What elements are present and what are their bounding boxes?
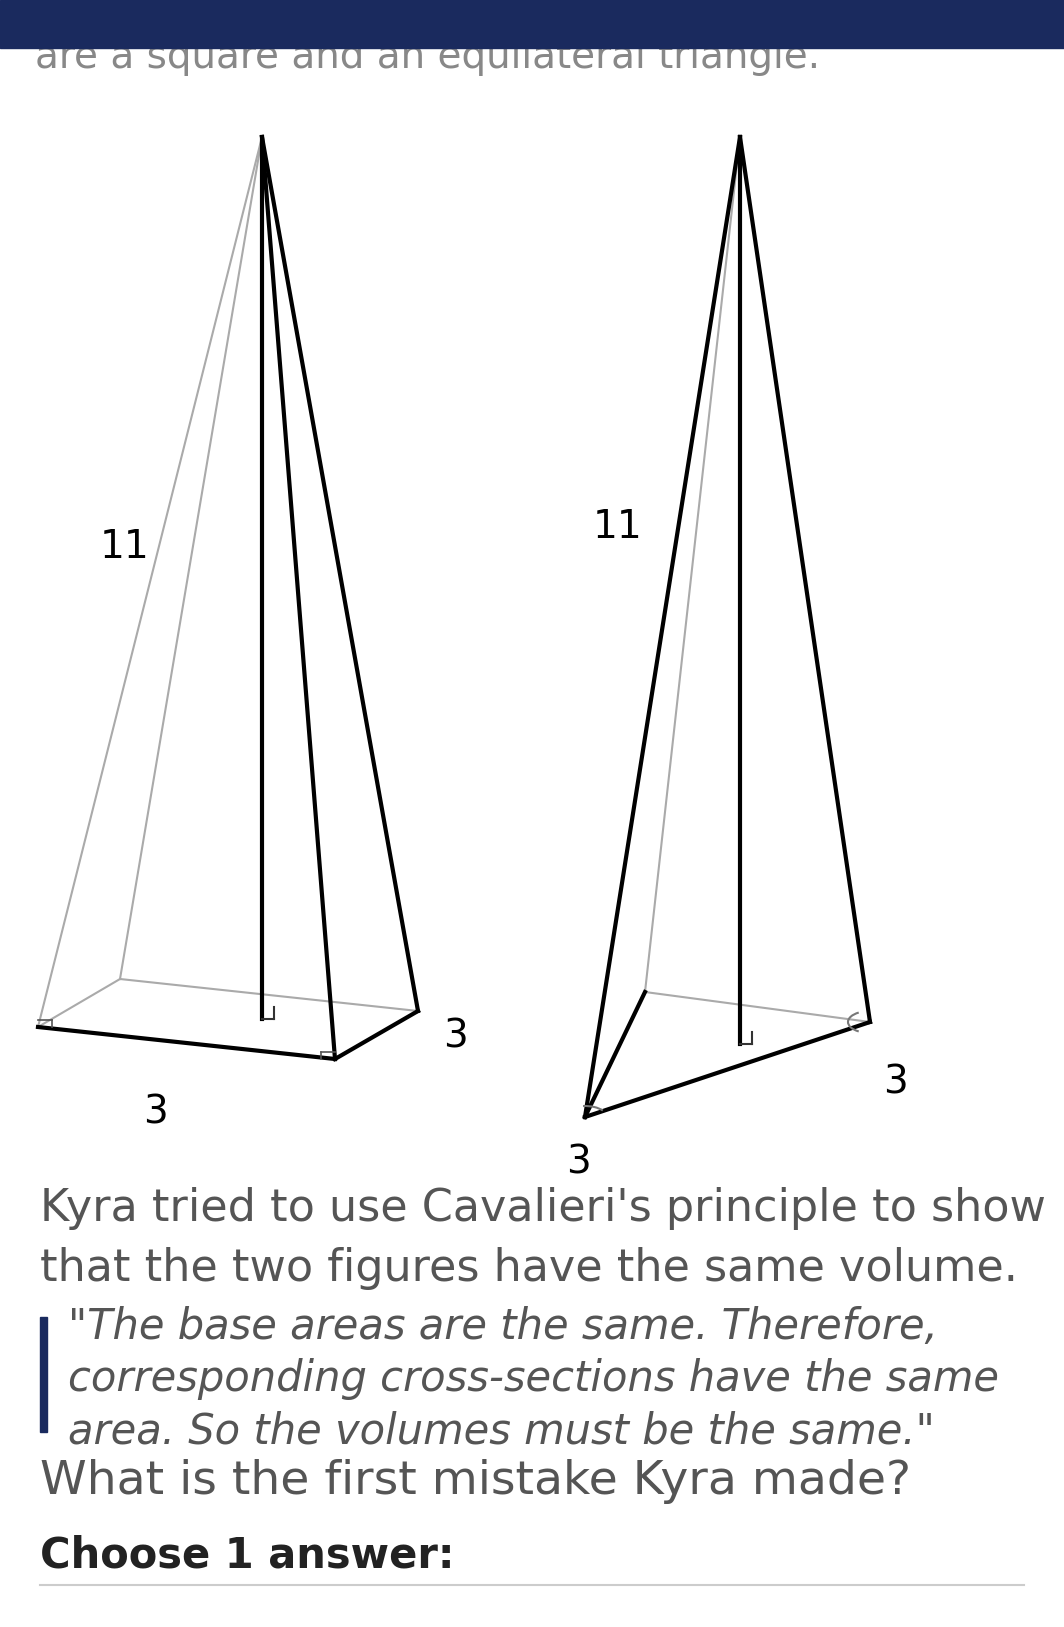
Text: 11: 11: [100, 529, 150, 566]
Text: 3: 3: [566, 1144, 591, 1181]
Text: area. So the volumes must be the same.": area. So the volumes must be the same.": [68, 1411, 935, 1451]
Text: 3: 3: [883, 1062, 908, 1101]
Text: 11: 11: [593, 508, 643, 547]
Text: Choose 1 answer:: Choose 1 answer:: [40, 1534, 454, 1577]
Text: Kyra tried to use Cavalieri's principle to show: Kyra tried to use Cavalieri's principle …: [40, 1188, 1046, 1230]
Text: What is the first mistake Kyra made?: What is the first mistake Kyra made?: [40, 1459, 911, 1505]
Text: corresponding cross-sections have the same: corresponding cross-sections have the sa…: [68, 1359, 999, 1399]
Text: 3: 3: [143, 1093, 167, 1131]
Text: 3: 3: [443, 1019, 467, 1056]
Text: "The base areas are the same. Therefore,: "The base areas are the same. Therefore,: [68, 1306, 937, 1349]
Text: that the two figures have the same volume.: that the two figures have the same volum…: [40, 1248, 1018, 1290]
Bar: [0, 0, 1064, 49]
Bar: [40, 1316, 47, 1432]
Text: are a square and an equilateral triangle.: are a square and an equilateral triangle…: [35, 37, 820, 76]
